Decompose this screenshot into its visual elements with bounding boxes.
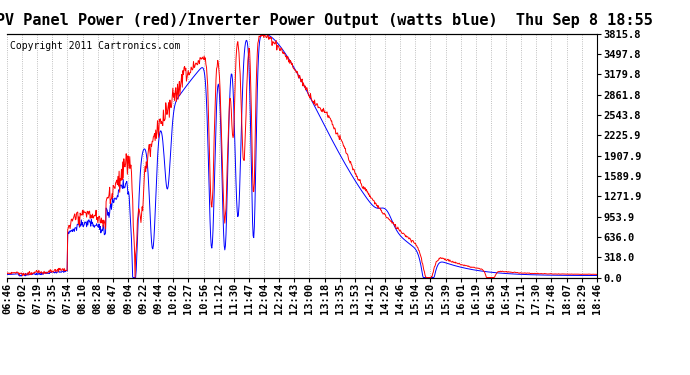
Text: Copyright 2011 Cartronics.com: Copyright 2011 Cartronics.com [10,41,180,51]
Text: Total PV Panel Power (red)/Inverter Power Output (watts blue)  Thu Sep 8 18:55: Total PV Panel Power (red)/Inverter Powe… [0,13,653,28]
